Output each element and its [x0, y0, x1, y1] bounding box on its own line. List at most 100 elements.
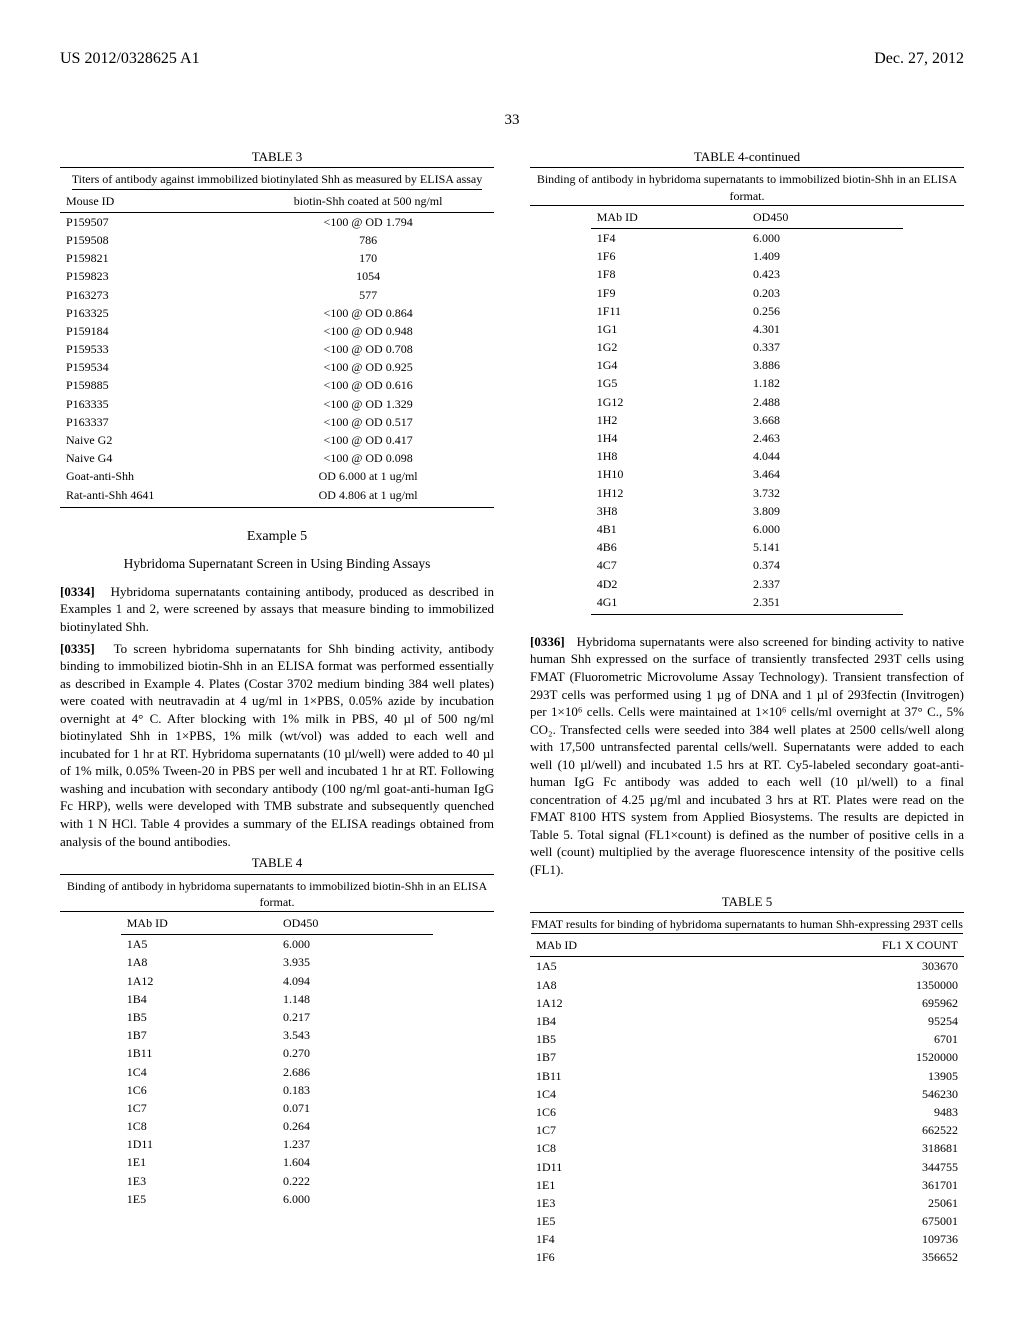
table-row: 1E56.000 — [121, 1190, 433, 1208]
table-cell: P159508 — [60, 231, 242, 249]
table-cell: <100 @ OD 0.417 — [242, 431, 494, 449]
table-row: 1D11344755 — [530, 1158, 964, 1176]
table-cell: 0.264 — [277, 1117, 433, 1135]
table-row: 1H42.463 — [591, 429, 903, 447]
table-cell: 1C8 — [530, 1139, 747, 1157]
table-row: P1598231054 — [60, 267, 494, 285]
table-row: 1H123.732 — [591, 484, 903, 502]
table-cell: 1C6 — [121, 1081, 277, 1099]
table-cell: 3.732 — [747, 484, 903, 502]
table-cell: 0.183 — [277, 1081, 433, 1099]
table-row: Naive G4<100 @ OD 0.098 — [60, 449, 494, 467]
table-cell: 1A5 — [530, 957, 747, 976]
table-cell: 786 — [242, 231, 494, 249]
table-cell: 0.217 — [277, 1008, 433, 1026]
table-cell: 1B7 — [121, 1026, 277, 1044]
right-column: TABLE 4-continued Binding of antibody in… — [530, 148, 964, 1285]
table-cell: 1H10 — [591, 465, 747, 483]
table-cell: <100 @ OD 0.098 — [242, 449, 494, 467]
table-cell: <100 @ OD 0.517 — [242, 413, 494, 431]
table3-col2: biotin-Shh coated at 500 ng/ml — [242, 190, 494, 213]
table-row: 1E5675001 — [530, 1212, 964, 1230]
table4cont-col2: OD450 — [747, 206, 903, 229]
table-cell: 546230 — [747, 1085, 964, 1103]
table-cell: 3.935 — [277, 953, 433, 971]
table-cell: 1B4 — [530, 1012, 747, 1030]
table-cell: P163273 — [60, 286, 242, 304]
table-cell: 6.000 — [277, 1190, 433, 1208]
table-row: P159508786 — [60, 231, 494, 249]
table-row: 1F6356652 — [530, 1248, 964, 1266]
para-text-0335: To screen hybridoma supernatants for Shh… — [60, 641, 494, 849]
table-row: 1A81350000 — [530, 976, 964, 994]
table-cell: 1.409 — [747, 247, 903, 265]
table-cell: 3H8 — [591, 502, 747, 520]
para-num-0335: [0335] — [60, 641, 95, 656]
table-cell: 4G1 — [591, 593, 747, 615]
table-row: 1B71520000 — [530, 1048, 964, 1066]
table-cell: 0.203 — [747, 284, 903, 302]
table-cell: 0.423 — [747, 265, 903, 283]
table-cell: 1.604 — [277, 1153, 433, 1171]
table-row: 1C8318681 — [530, 1139, 964, 1157]
table-cell: 361701 — [747, 1176, 964, 1194]
table-row: P159534<100 @ OD 0.925 — [60, 358, 494, 376]
table-row: 1B1113905 — [530, 1067, 964, 1085]
table-row: 4C70.374 — [591, 556, 903, 574]
table-cell: 1.182 — [747, 374, 903, 392]
table-row: 1F90.203 — [591, 284, 903, 302]
table-cell: 95254 — [747, 1012, 964, 1030]
table-row: 1B110.270 — [121, 1044, 433, 1062]
table-cell: 2.351 — [747, 593, 903, 615]
table-row: 1E30.222 — [121, 1172, 433, 1190]
left-column: TABLE 3 Titers of antibody against immob… — [60, 148, 494, 1285]
table-cell: 2.463 — [747, 429, 903, 447]
table-row: P159821170 — [60, 249, 494, 267]
table-cell: 0.337 — [747, 338, 903, 356]
table-row: 4G12.351 — [591, 593, 903, 615]
table-cell: 1B11 — [121, 1044, 277, 1062]
table-cell: 303670 — [747, 957, 964, 976]
table-cell: <100 @ OD 0.708 — [242, 340, 494, 358]
table-cell: 0.222 — [277, 1172, 433, 1190]
table-cell: 1E3 — [121, 1172, 277, 1190]
table-cell: <100 @ OD 0.616 — [242, 376, 494, 394]
table-row: Rat-anti-Shh 4641OD 4.806 at 1 ug/ml — [60, 486, 494, 508]
table4-caption: TABLE 4 — [60, 854, 494, 872]
table-cell: 1A5 — [121, 935, 277, 954]
table5-caption: TABLE 5 — [530, 893, 964, 911]
table-cell: 1C8 — [121, 1117, 277, 1135]
table-row: 3H83.809 — [591, 502, 903, 520]
table-cell: 1.148 — [277, 990, 433, 1008]
table3: Mouse ID biotin-Shh coated at 500 ng/ml … — [60, 190, 494, 508]
table-row: 1B495254 — [530, 1012, 964, 1030]
table-cell: P159823 — [60, 267, 242, 285]
patent-number: US 2012/0328625 A1 — [60, 48, 200, 70]
table-cell: 6.000 — [747, 228, 903, 247]
table-row: 1G122.488 — [591, 393, 903, 411]
table-cell: 4.301 — [747, 320, 903, 338]
table-cell: 0.374 — [747, 556, 903, 574]
table-cell: 1H4 — [591, 429, 747, 447]
table-row: 1A56.000 — [121, 935, 433, 954]
table5-subcaption: FMAT results for binding of hybridoma su… — [530, 912, 964, 934]
table-row: 1F4109736 — [530, 1230, 964, 1248]
table-row: 1G20.337 — [591, 338, 903, 356]
table5-col1: MAb ID — [530, 934, 747, 957]
table-cell: 1A12 — [530, 994, 747, 1012]
table-cell: 3.809 — [747, 502, 903, 520]
table-row: 1B73.543 — [121, 1026, 433, 1044]
table-cell: 13905 — [747, 1067, 964, 1085]
table-cell: 4B1 — [591, 520, 747, 538]
table-cell: 3.886 — [747, 356, 903, 374]
table-cell: 109736 — [747, 1230, 964, 1248]
table-cell: OD 6.000 at 1 ug/ml — [242, 467, 494, 485]
table-row: 1B56701 — [530, 1030, 964, 1048]
table-cell: 4D2 — [591, 575, 747, 593]
table-cell: 577 — [242, 286, 494, 304]
table-row: 1G14.301 — [591, 320, 903, 338]
table-cell: 356652 — [747, 1248, 964, 1266]
table-row: 1C80.264 — [121, 1117, 433, 1135]
table4-col2: OD450 — [277, 912, 433, 935]
table4-continued: MAb ID OD450 1F46.0001F61.4091F80.4231F9… — [591, 206, 903, 615]
